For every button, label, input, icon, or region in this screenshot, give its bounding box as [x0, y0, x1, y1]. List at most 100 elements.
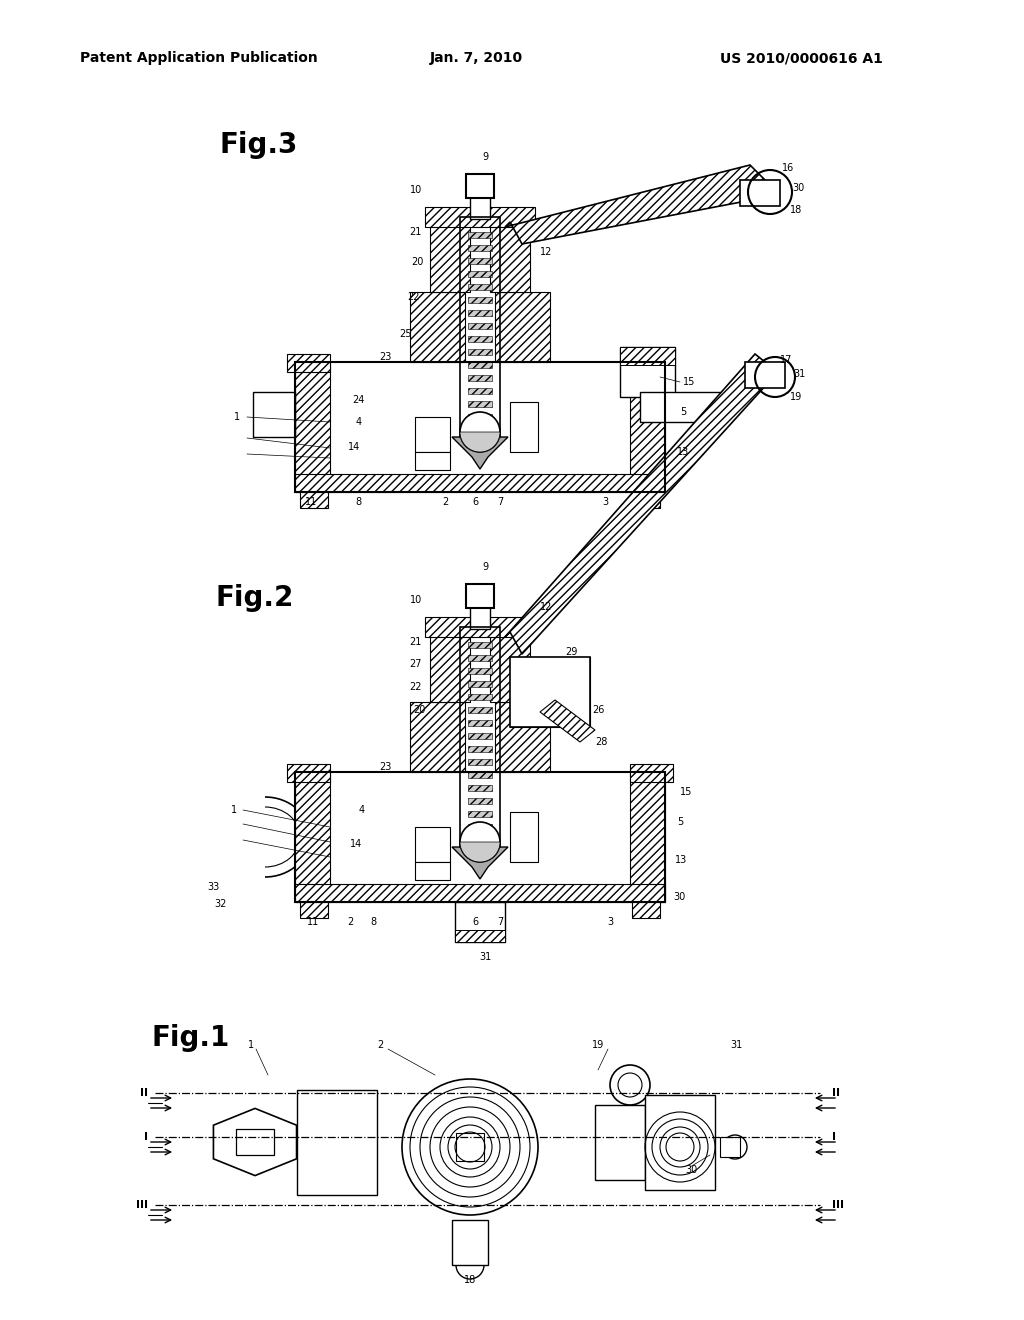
Text: 20: 20: [412, 257, 424, 267]
Text: 11: 11: [307, 917, 319, 927]
Bar: [468, 426, 492, 433]
Text: 20: 20: [414, 705, 426, 715]
Text: 8: 8: [370, 917, 376, 927]
Bar: [430, 632, 470, 702]
Bar: [295, 362, 665, 492]
Bar: [745, 362, 785, 388]
Bar: [460, 216, 500, 437]
Bar: [468, 232, 492, 238]
Bar: [468, 655, 492, 661]
Text: 3: 3: [607, 917, 613, 927]
Bar: [287, 764, 330, 781]
Bar: [468, 642, 492, 648]
Text: 7: 7: [497, 917, 503, 927]
Bar: [455, 902, 505, 942]
Text: 23: 23: [380, 762, 392, 772]
Polygon shape: [452, 437, 508, 469]
Bar: [468, 271, 492, 277]
Text: 31: 31: [479, 952, 492, 962]
Bar: [595, 1105, 645, 1180]
Bar: [468, 772, 492, 777]
Bar: [510, 657, 590, 727]
Bar: [510, 657, 590, 727]
Text: 31: 31: [793, 370, 805, 379]
Bar: [468, 668, 492, 675]
Text: 1: 1: [233, 412, 240, 422]
Bar: [425, 616, 535, 638]
Bar: [415, 451, 450, 470]
Text: I: I: [144, 1133, 148, 1142]
Text: 6: 6: [472, 498, 478, 507]
Bar: [468, 759, 492, 766]
Bar: [297, 1090, 377, 1195]
Text: US 2010/0000616 A1: US 2010/0000616 A1: [720, 51, 883, 65]
Bar: [468, 746, 492, 752]
Text: I: I: [831, 1133, 836, 1142]
Text: 32: 32: [215, 899, 227, 909]
Bar: [468, 388, 492, 393]
Bar: [425, 207, 535, 227]
Text: 30: 30: [685, 1166, 697, 1175]
Bar: [468, 375, 492, 381]
Text: 25: 25: [399, 329, 412, 339]
Text: 12: 12: [540, 602, 552, 612]
Text: 5: 5: [677, 817, 683, 828]
Text: III: III: [136, 1200, 148, 1210]
Text: 16: 16: [782, 162, 795, 173]
Bar: [468, 810, 492, 817]
Bar: [295, 772, 330, 902]
Text: 18: 18: [464, 1275, 476, 1284]
Bar: [468, 414, 492, 420]
Text: 22: 22: [408, 292, 420, 302]
Bar: [470, 197, 490, 219]
Bar: [460, 627, 500, 847]
Circle shape: [460, 822, 500, 862]
Text: 4: 4: [358, 805, 365, 814]
Text: 26: 26: [592, 705, 604, 715]
Bar: [468, 708, 492, 713]
Bar: [468, 733, 492, 739]
Bar: [295, 772, 665, 902]
Bar: [468, 799, 492, 804]
Bar: [466, 174, 494, 198]
Text: 14: 14: [348, 442, 360, 451]
Bar: [468, 824, 492, 830]
Bar: [490, 222, 530, 292]
Bar: [632, 492, 660, 508]
Bar: [510, 403, 538, 451]
Bar: [410, 292, 465, 362]
Text: 2: 2: [347, 917, 353, 927]
Bar: [468, 719, 492, 726]
Bar: [490, 632, 530, 702]
Bar: [645, 1096, 715, 1191]
Bar: [468, 362, 492, 368]
Bar: [632, 902, 660, 917]
Bar: [253, 392, 295, 437]
Bar: [470, 607, 490, 630]
Bar: [468, 681, 492, 686]
Text: 2: 2: [377, 1040, 383, 1049]
Text: III: III: [831, 1200, 844, 1210]
Text: 15: 15: [680, 787, 692, 797]
Bar: [410, 702, 465, 772]
Bar: [468, 694, 492, 700]
Bar: [468, 310, 492, 315]
Text: 22: 22: [410, 682, 422, 692]
Polygon shape: [505, 165, 770, 244]
Text: 5: 5: [680, 407, 686, 417]
Text: II: II: [831, 1088, 840, 1098]
Bar: [630, 354, 673, 372]
Bar: [468, 257, 492, 264]
Text: II: II: [140, 1088, 148, 1098]
Text: 10: 10: [410, 185, 422, 195]
Text: 6: 6: [472, 917, 478, 927]
Text: 19: 19: [592, 1040, 604, 1049]
Bar: [630, 772, 665, 902]
Text: 7: 7: [497, 498, 503, 507]
Bar: [295, 362, 330, 492]
Bar: [640, 392, 720, 422]
Bar: [415, 862, 450, 880]
Bar: [295, 474, 665, 492]
Text: 8: 8: [355, 498, 361, 507]
Text: 28: 28: [595, 737, 607, 747]
